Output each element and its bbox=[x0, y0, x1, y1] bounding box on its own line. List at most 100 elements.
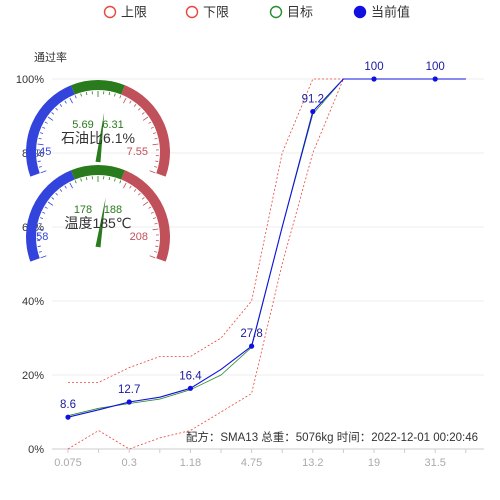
gauge-tick bbox=[55, 107, 58, 111]
gauge-tick bbox=[80, 93, 82, 97]
gauge-target-band bbox=[71, 80, 125, 95]
gauge-target-band bbox=[71, 165, 125, 180]
y-tick-label: 40% bbox=[22, 296, 44, 308]
gauge-tick bbox=[108, 177, 111, 181]
gauge-tick bbox=[133, 104, 137, 107]
gauge-tick bbox=[152, 217, 156, 219]
gauge-tick bbox=[74, 180, 77, 184]
gauge-tick bbox=[123, 182, 127, 189]
x-tick-label: 4.75 bbox=[241, 457, 262, 469]
gauge-low-band bbox=[25, 170, 75, 262]
gauge-tick bbox=[142, 116, 149, 121]
gauge-tick bbox=[149, 255, 156, 259]
gauge-tick bbox=[37, 143, 44, 146]
series-line-lower bbox=[67, 78, 466, 450]
series-lines bbox=[65, 76, 466, 450]
data-point bbox=[432, 76, 438, 82]
gauge-tick bbox=[55, 192, 58, 196]
gauge-tick bbox=[152, 228, 159, 231]
gauge-tick bbox=[42, 211, 46, 214]
x-tick-label: 19 bbox=[368, 457, 380, 469]
gauge-target-high: 6.31 bbox=[102, 119, 123, 131]
gauge-tick bbox=[123, 97, 127, 104]
gauge-tick bbox=[69, 182, 73, 189]
gauge-min: 158 bbox=[30, 231, 48, 243]
data-label: 91.2 bbox=[302, 94, 324, 106]
gauge-tick bbox=[129, 185, 132, 189]
gauge-tick bbox=[40, 217, 44, 219]
gauge-tick bbox=[44, 206, 48, 209]
y-axis-title: 通过率 bbox=[34, 50, 67, 64]
gauge-title: 石油比6.1% bbox=[61, 130, 135, 146]
y-tick-label: 100% bbox=[16, 74, 44, 86]
gauge-tick bbox=[74, 95, 77, 99]
gauge-tick bbox=[40, 255, 47, 259]
hollow-circle-icon bbox=[103, 5, 117, 19]
legend-label-lower: 下限 bbox=[203, 5, 229, 20]
gauge-tick bbox=[51, 197, 55, 200]
gauge-tick bbox=[138, 192, 141, 196]
data-point bbox=[126, 399, 132, 405]
gauge-tick bbox=[108, 92, 111, 96]
gauge-tick bbox=[154, 137, 158, 140]
hollow-circle-icon bbox=[185, 5, 199, 19]
data-label: 8.6 bbox=[60, 399, 76, 411]
data-label: 12.7 bbox=[118, 384, 140, 396]
data-point bbox=[65, 414, 71, 420]
data-point bbox=[187, 385, 193, 391]
gauge-tick bbox=[141, 112, 145, 115]
gauge-tick bbox=[148, 121, 152, 124]
data-point bbox=[249, 343, 255, 349]
gauge-tick bbox=[154, 222, 158, 225]
gauge-needle bbox=[95, 197, 106, 248]
legend-label-target: 目标 bbox=[287, 5, 313, 20]
gauge-tick bbox=[114, 93, 116, 97]
gauge-tick bbox=[152, 132, 156, 134]
gauge-tick bbox=[44, 121, 48, 124]
gauge-tick bbox=[51, 112, 55, 115]
gauge-tick bbox=[133, 189, 137, 192]
gauge-tick bbox=[47, 201, 54, 206]
gauge-tick bbox=[59, 189, 63, 192]
hollow-circle-icon bbox=[269, 5, 283, 19]
gauge-target-low: 178 bbox=[74, 204, 92, 216]
gauge-tick bbox=[42, 126, 46, 129]
gauge-high-band bbox=[121, 170, 171, 262]
gauge-tick bbox=[149, 170, 156, 174]
data-point bbox=[310, 108, 316, 115]
gauge-tick bbox=[154, 251, 158, 253]
series-line-current bbox=[67, 78, 466, 418]
legend-label-upper: 上限 bbox=[121, 5, 147, 20]
gauge-tick bbox=[59, 104, 63, 107]
gauge-tick bbox=[64, 185, 67, 189]
filled-circle-icon bbox=[353, 5, 367, 19]
x-tick-label: 1.18 bbox=[180, 457, 201, 469]
gauge-tick bbox=[152, 143, 159, 146]
gauge-tick bbox=[119, 95, 122, 99]
x-tick-label: 0.3 bbox=[122, 457, 137, 469]
data-label: 16.4 bbox=[179, 370, 202, 382]
gauge-tick bbox=[129, 100, 132, 104]
y-tick-label: 0% bbox=[28, 444, 44, 456]
gauge-tick bbox=[38, 222, 42, 225]
legend-label-current: 当前值 bbox=[371, 5, 410, 20]
gauge-tick bbox=[80, 178, 82, 182]
gauge-tick bbox=[138, 107, 141, 111]
gauge-tick bbox=[38, 137, 42, 140]
x-tick-label: 31.5 bbox=[424, 457, 445, 469]
data-labels: 8.6 12.7 16.4 27.8 91.2 100 100 bbox=[60, 61, 445, 411]
x-axis: 0.075 0.3 1.18 4.75 13.2 19 31.5 bbox=[54, 449, 467, 469]
gauge-tick bbox=[119, 180, 122, 184]
gauge-title: 温度185℃ bbox=[64, 215, 131, 231]
x-tick-label: 0.075 bbox=[54, 457, 82, 469]
gauge-high-band bbox=[121, 85, 171, 177]
gauge-max: 7.55 bbox=[127, 146, 148, 158]
gauge-tick bbox=[150, 211, 154, 214]
y-tick-label: 20% bbox=[22, 370, 44, 382]
footer-info: 配方：SMA13 总重：5076kg 时间：2022-12-01 00:20:4… bbox=[186, 430, 478, 444]
gauge-tick bbox=[64, 100, 67, 104]
gauge-tick bbox=[40, 132, 44, 134]
gauge-tick bbox=[148, 206, 152, 209]
